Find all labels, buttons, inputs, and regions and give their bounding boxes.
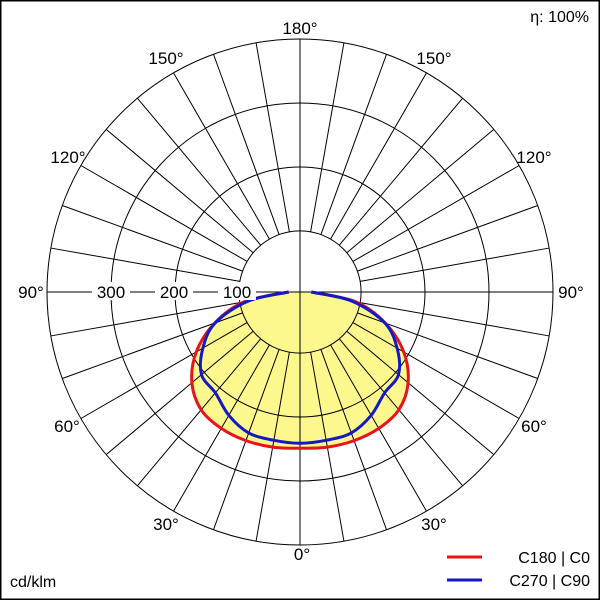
ring-label-100: 100 xyxy=(223,283,251,302)
label-layer: 180° 150° 150° 120° 120° 90° 90° 60° 60°… xyxy=(10,9,589,591)
grid-spoke-250 xyxy=(62,204,243,272)
grid-spoke-50 xyxy=(346,330,495,456)
angle-label-120-left: 120° xyxy=(50,148,85,167)
grid-spoke-150 xyxy=(330,72,427,240)
grid-spoke-140 xyxy=(338,97,464,246)
ring-label-100-bg xyxy=(218,282,256,300)
grid-spoke-160 xyxy=(320,54,388,235)
grid-spoke-40 xyxy=(338,338,464,487)
grid-spoke-130 xyxy=(346,128,495,254)
angle-label-60-left: 60° xyxy=(54,417,80,436)
ring-label-300: 300 xyxy=(97,283,125,302)
grid-spoke-80 xyxy=(360,302,550,337)
angle-label-0: 0° xyxy=(294,545,310,564)
curve-layer xyxy=(190,290,410,450)
grid-spoke-190 xyxy=(255,42,290,232)
ring-label-200: 200 xyxy=(160,283,188,302)
grid-spoke-300 xyxy=(80,322,248,419)
grid-spoke-120 xyxy=(352,165,520,262)
grid-spoke-230 xyxy=(105,128,254,254)
grid-spoke-210 xyxy=(173,72,270,240)
ring-label-300-bg xyxy=(92,282,130,300)
angle-label-30-left: 30° xyxy=(153,515,179,534)
unit-label: cd/klm xyxy=(10,574,56,591)
angle-label-90-right: 90° xyxy=(558,283,584,302)
series-curve-c270-c90 xyxy=(198,290,402,445)
legend: C180 | C0 C270 | C90 xyxy=(447,550,590,590)
grid-spoke-100 xyxy=(360,247,550,282)
angle-label-90-left: 90° xyxy=(18,283,44,302)
angle-label-150-right: 150° xyxy=(416,49,451,68)
grid-spoke-170 xyxy=(310,42,345,232)
grid-spoke-260 xyxy=(50,247,240,282)
legend-label-c270-c90: C270 | C90 xyxy=(509,573,590,590)
angle-label-30-right: 30° xyxy=(421,515,447,534)
angle-label-180: 180° xyxy=(282,19,317,38)
grid-spoke-60 xyxy=(352,322,520,419)
angle-label-120-right: 120° xyxy=(516,148,551,167)
grid-spoke-320 xyxy=(136,338,262,487)
grid-spoke-200 xyxy=(212,54,280,235)
grid-spoke-240 xyxy=(80,165,248,262)
grid-spoke-280 xyxy=(50,302,240,337)
efficiency-label: η: 100% xyxy=(530,9,589,26)
grid-spoke-310 xyxy=(105,330,254,456)
series-curve-c180-c0 xyxy=(190,290,410,450)
ring-label-200-bg xyxy=(155,282,193,300)
grid-spoke-110 xyxy=(357,204,538,272)
angle-label-60-right: 60° xyxy=(521,417,547,436)
legend-label-c180-c0: C180 | C0 xyxy=(518,550,590,567)
grid-spoke-220 xyxy=(136,97,262,246)
angle-label-150-left: 150° xyxy=(148,49,183,68)
